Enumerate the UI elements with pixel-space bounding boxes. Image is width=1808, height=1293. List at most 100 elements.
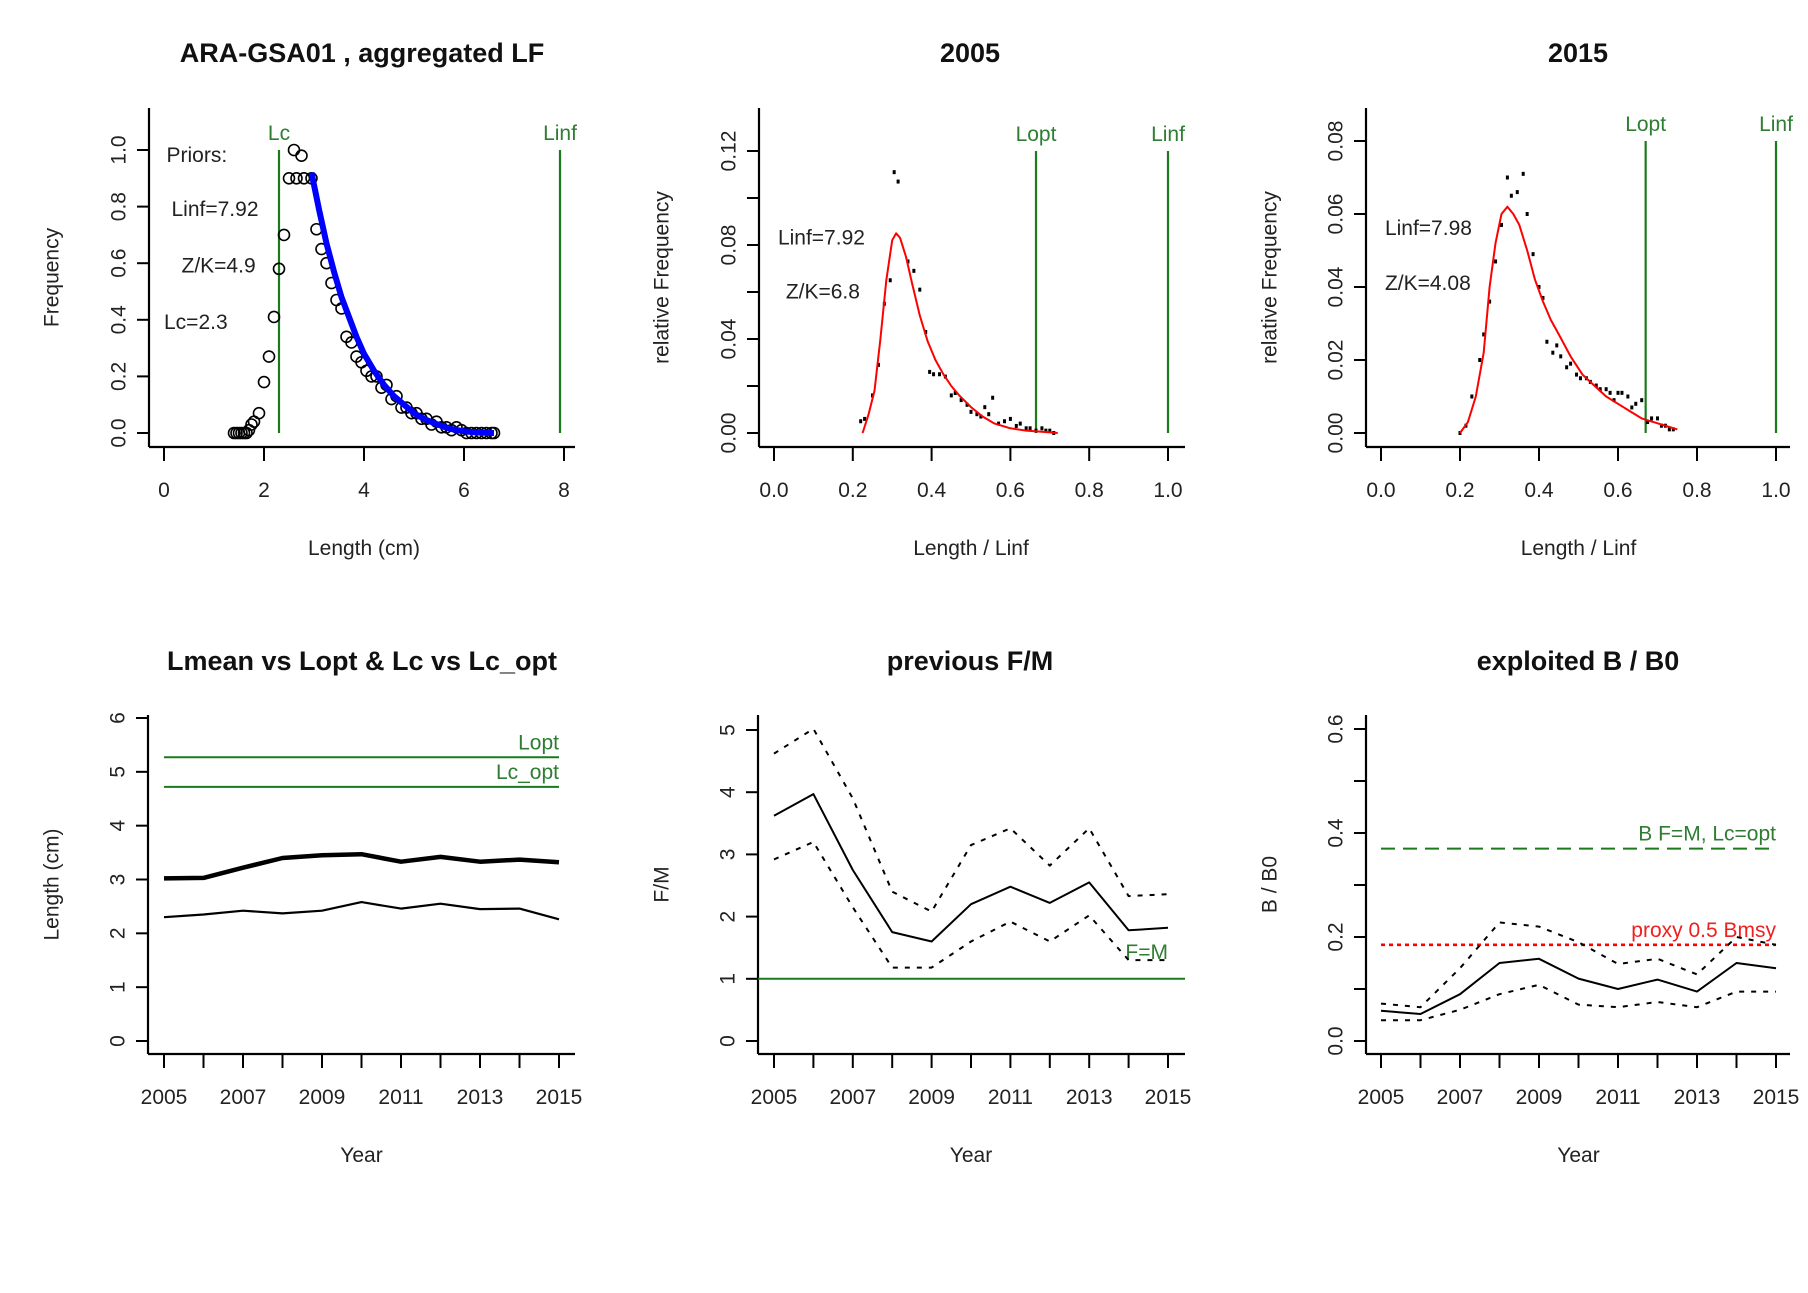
x-tick-label: 1.0: [1153, 479, 1182, 502]
x-tick-label: 0.2: [838, 479, 867, 502]
data-point: [1616, 390, 1620, 395]
data-point: [1470, 394, 1474, 399]
data-point: [267, 310, 281, 324]
y-axis-label: F/M: [651, 866, 674, 902]
data-point: [983, 405, 987, 410]
data-point: [859, 419, 863, 424]
panel-title: ARA-GSA01 , aggregated LF: [180, 38, 545, 68]
y-tick-label: 0.2: [108, 362, 131, 391]
fitted-curve: [1459, 205, 1678, 434]
x-tick-label: 2015: [536, 1086, 583, 1109]
x-tick-label: 2015: [1145, 1086, 1192, 1109]
data-point: [1626, 394, 1630, 399]
data-point: [1608, 390, 1612, 395]
series-line-upper: [773, 727, 1169, 913]
x-tick-label: 2005: [141, 1086, 188, 1109]
data-point: [997, 421, 1001, 426]
y-tick-label: 0.00: [718, 413, 741, 454]
annotation: Linf=7.98: [1385, 217, 1472, 240]
y-tick-label: 0.8: [108, 192, 131, 221]
data-point: [290, 172, 303, 185]
y-tick-label: 0.12: [718, 131, 741, 172]
panel-lf-2005: 2005 0.00 0.04 0.08 0.12 0.0 0.2 0.4 0.6 0.8 1.0 Le…: [651, 38, 1186, 560]
data-point: [975, 412, 979, 417]
data-point: [1604, 387, 1608, 392]
y-axis-label: B / B0: [1259, 856, 1282, 913]
x-tick-label: 0.6: [996, 479, 1025, 502]
data-point: [1569, 361, 1573, 366]
data-point: [1545, 339, 1549, 344]
data-point: [272, 262, 286, 276]
data-point: [953, 391, 957, 396]
y-tick-label: 4: [107, 820, 130, 832]
data-point: [959, 398, 963, 403]
data-point: [1630, 405, 1634, 410]
data-point: [1559, 354, 1563, 359]
data-point: [1482, 332, 1486, 337]
annotation: Lc=2.3: [164, 311, 228, 334]
reference-vline-label: Lc: [268, 122, 290, 145]
y-tick-label: 4: [717, 786, 740, 798]
data-point: [1044, 428, 1048, 433]
x-tick-label: 0.2: [1445, 479, 1474, 502]
panel-exploited-b-b0: exploited B / B0 0.0 0.2 0.4 0.6 2005 2007 2009…: [1259, 646, 1800, 1167]
y-tick-label: 0.6: [108, 249, 131, 278]
data-point: [1612, 398, 1616, 403]
data-point: [969, 409, 973, 414]
data-point: [1551, 350, 1555, 355]
series-line-f-m: [773, 793, 1169, 943]
y-tick-label: 0.2: [1325, 922, 1348, 951]
data-point: [1505, 175, 1509, 180]
data-point: [965, 402, 969, 407]
y-tick-label: 1.0: [108, 135, 131, 164]
x-tick-label: 0.8: [1075, 479, 1104, 502]
data-point: [1659, 423, 1663, 428]
reference-hline-label: Lc_opt: [496, 761, 559, 784]
data-point: [1024, 426, 1028, 431]
x-tick-label: 2005: [751, 1086, 798, 1109]
x-axis-label: Year: [1557, 1144, 1599, 1167]
x-tick-label: 2005: [1358, 1086, 1405, 1109]
data-point: [1018, 421, 1022, 426]
reference-vline-label: Lopt: [1016, 123, 1057, 146]
y-tick-label: 0.08: [718, 225, 741, 266]
panel-title: exploited B / B0: [1477, 646, 1680, 676]
x-tick-label: 2011: [378, 1086, 423, 1109]
data-point: [1575, 372, 1579, 377]
data-point: [937, 372, 941, 377]
series-line-b-b0: [1380, 957, 1777, 1015]
reference-vline-label: Lopt: [1625, 113, 1666, 136]
data-point: [918, 287, 922, 292]
y-tick-label: 0.00: [1325, 413, 1348, 454]
series-line-upper: [1380, 921, 1777, 1009]
data-point: [1040, 426, 1044, 431]
data-point: [297, 172, 311, 185]
data-point: [295, 149, 308, 162]
data-point: [991, 395, 995, 400]
y-tick-label: 1: [717, 973, 740, 985]
data-point: [252, 406, 266, 420]
reference-hline-label: B F=M, Lc=opt: [1638, 823, 1776, 846]
data-point: [1646, 420, 1650, 425]
data-point: [1488, 299, 1492, 304]
data-point: [1650, 416, 1654, 421]
x-tick-label: 2009: [908, 1086, 955, 1109]
x-axis-label: Year: [340, 1144, 382, 1167]
x-tick-label: 2015: [1753, 1086, 1800, 1109]
x-tick-label: 0.4: [1524, 479, 1554, 502]
reference-hline-label: Lopt: [518, 731, 559, 754]
y-tick-label: 0.04: [718, 318, 741, 359]
x-tick-label: 0.0: [1366, 479, 1395, 502]
x-tick-label: 2013: [457, 1086, 504, 1109]
y-axis-label: Length (cm): [41, 828, 64, 940]
x-tick-label: 2013: [1066, 1086, 1113, 1109]
data-point: [245, 418, 258, 431]
data-point: [1515, 190, 1519, 195]
reference-vline-label: Linf: [1759, 113, 1793, 136]
annotation: Priors:: [167, 144, 228, 167]
data-point: [1640, 398, 1644, 403]
data-point: [1499, 222, 1503, 227]
panel-title: previous F/M: [887, 646, 1054, 676]
data-point: [928, 369, 932, 374]
x-tick-label: 2009: [1516, 1086, 1563, 1109]
